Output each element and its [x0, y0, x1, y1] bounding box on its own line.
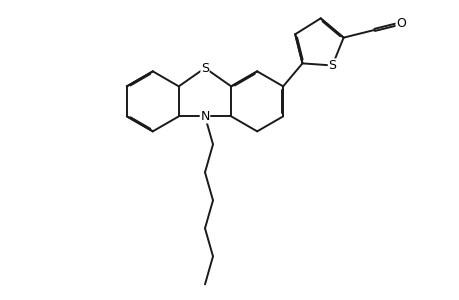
Text: O: O — [395, 17, 405, 30]
Text: S: S — [328, 59, 336, 72]
Text: S: S — [201, 61, 208, 74]
Text: N: N — [200, 110, 209, 123]
